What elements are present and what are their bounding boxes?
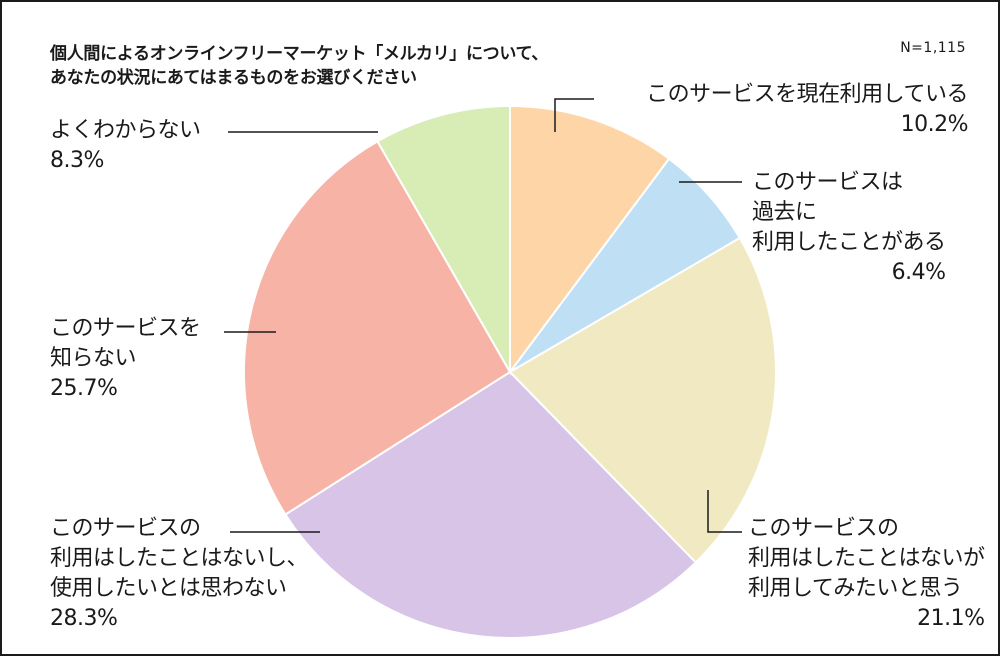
slice-value-current: 10.2% [900,112,969,137]
sample-size-label: N=1,115 [900,40,966,56]
chart-title: 個人間によるオンラインフリーマーケット「メルカリ」について、 あなたの状況にあて… [50,42,548,90]
slice-value-unaware: 25.7% [50,376,118,401]
pie-slice-unknown [376,104,511,376]
slice-label-want-line-2: 利用はしたことはないが [748,546,985,571]
leader-line-current [554,98,594,132]
slice-value-no-interest: 28.3% [50,606,118,631]
slice-label-no-interest-line-2: 利用はしたことはないし、 [50,546,309,571]
slice-label-unknown-line-1: よくわからない [50,118,201,143]
slice-value-past: 6.4% [891,260,946,285]
pie-slice-no_interest [284,370,698,639]
pie-slice-unaware [243,139,512,516]
slice-label-past-line-3: 利用したことがある [752,230,946,255]
slice-label-want-line-1: このサービスの [748,516,899,541]
slice-value-unknown: 8.3% [50,148,104,173]
slice-label-unknown: よくわからない 8.3% [50,116,201,176]
slice-label-no-interest-line-3: 使用したいとは思わない [50,576,287,601]
chart-title-line-1: 個人間によるオンラインフリーマーケット「メルカリ」について、 [50,44,549,64]
slice-label-past-line-2: 過去に [752,200,817,225]
slice-value-want: 21.1% [917,606,985,631]
slice-label-no-interest: このサービスの 利用はしたことはないし、 使用したいとは思わない 28.3% [50,514,309,634]
slice-label-unaware-line-1: このサービスを [50,316,201,341]
slice-label-no-interest-line-1: このサービスの [50,516,201,541]
leader-line-want [707,490,742,533]
slice-label-unaware-line-2: 知らない [50,346,137,371]
slice-label-unaware: このサービスを 知らない 25.7% [50,314,201,404]
pie-slice-current [509,104,671,376]
slice-label-past: このサービスは 過去に 利用したことがある 6.4% [752,168,946,288]
slice-label-current: このサービスを現在利用している 10.2% [646,80,968,140]
slice-label-past-line-1: このサービスは [752,170,903,195]
chart-title-line-2: あなたの状況にあてはまるものをお選びください [50,68,417,88]
slice-label-want-line-3: 利用してみたいと思う [748,576,963,601]
slice-label-current-line-1: このサービスを現在利用している [646,82,968,107]
slice-label-want: このサービスの 利用はしたことはないが 利用してみたいと思う 21.1% [748,514,985,634]
